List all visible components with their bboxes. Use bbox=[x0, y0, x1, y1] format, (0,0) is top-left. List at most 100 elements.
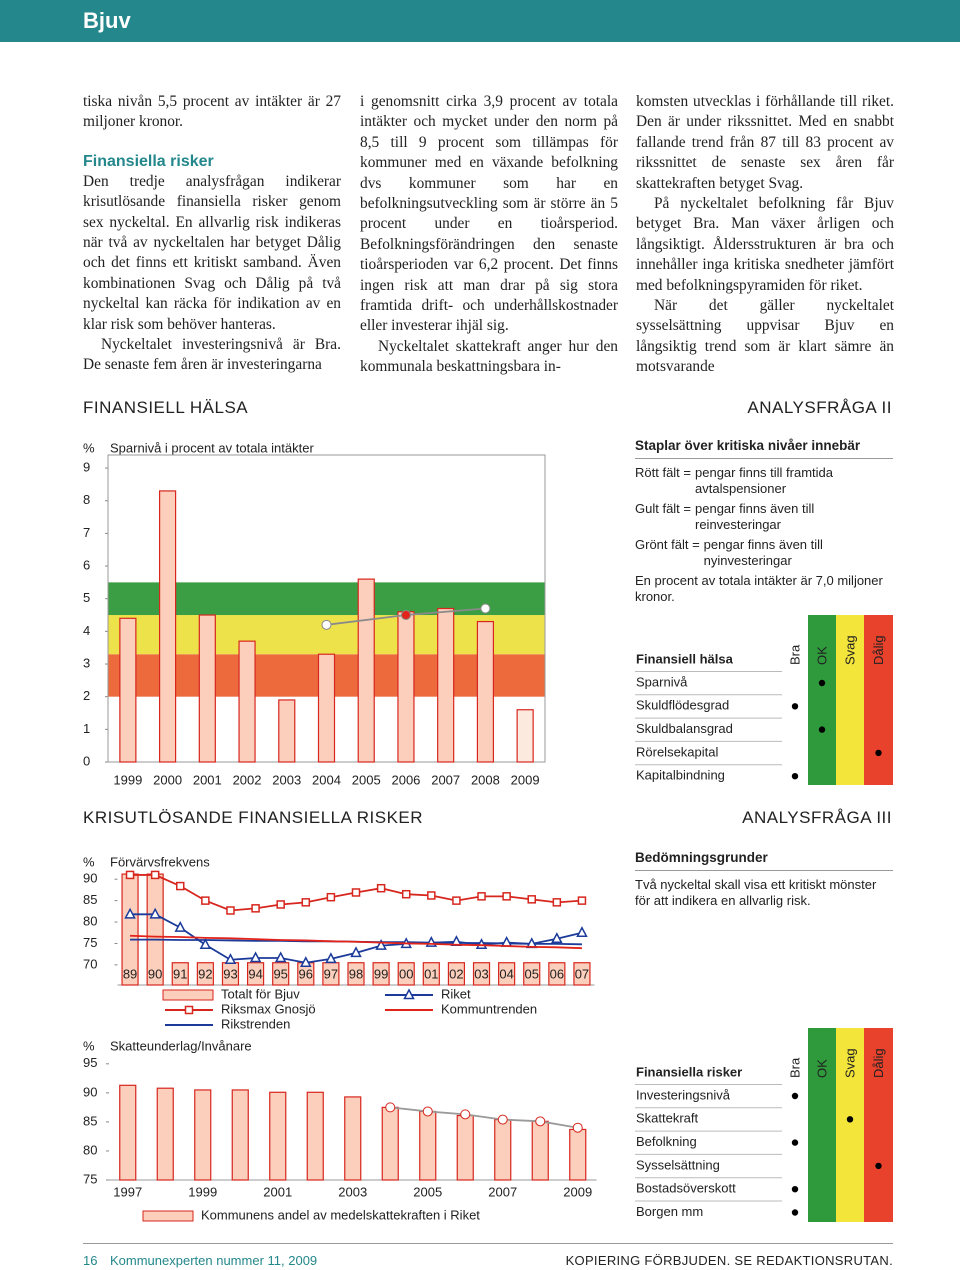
x-tick-label: 2009 bbox=[563, 1184, 592, 1199]
x-tick-label: 2009 bbox=[511, 772, 540, 787]
chart-title: Förvärvsfrekvens bbox=[110, 854, 210, 869]
marker bbox=[174, 921, 187, 932]
y-tick-label: 4 bbox=[83, 623, 90, 638]
rating-dot bbox=[791, 1092, 799, 1100]
bar bbox=[523, 962, 541, 986]
marker bbox=[300, 956, 312, 967]
bar bbox=[246, 962, 265, 986]
marker bbox=[224, 953, 237, 964]
grade-column bbox=[836, 615, 864, 785]
criteria-text: Två nyckeltal skall visa ett kritiskt mö… bbox=[635, 877, 877, 908]
x-tick-label: 2001 bbox=[263, 1184, 292, 1199]
bar bbox=[196, 962, 214, 986]
legend-term: Gult fält = bbox=[635, 501, 691, 516]
marker bbox=[321, 619, 332, 630]
table-title: Finansiell hälsa bbox=[636, 651, 734, 666]
marker bbox=[376, 883, 386, 893]
y-tick-label: 7 bbox=[83, 525, 90, 540]
rating-dot bbox=[818, 726, 826, 733]
marker bbox=[576, 926, 588, 937]
marker bbox=[149, 907, 161, 919]
legend-marker bbox=[403, 988, 415, 1000]
x-tick-label: 2003 bbox=[272, 772, 301, 787]
marker bbox=[577, 896, 587, 905]
marker bbox=[301, 898, 311, 907]
rating-dot bbox=[791, 1139, 799, 1146]
paragraph: komsten utvecklas i förhållande till rik… bbox=[636, 93, 894, 192]
bar bbox=[198, 614, 216, 763]
marker bbox=[125, 870, 135, 880]
legend-label: Riket bbox=[441, 986, 471, 1001]
x-tick-label: 1999 bbox=[188, 1184, 217, 1199]
bar bbox=[272, 962, 290, 986]
legend-text: pengar finns även till nyinvesteringar bbox=[703, 537, 823, 568]
row-label: Rörelsekapital bbox=[636, 744, 718, 759]
notice: KOPIERING FÖRBJUDEN. SE REDAKTIONSRUTAN. bbox=[565, 1253, 893, 1268]
criteria-title: Bedömningsgrunder bbox=[635, 850, 893, 871]
marker bbox=[460, 1109, 471, 1120]
grade-column bbox=[782, 1028, 808, 1222]
marker bbox=[422, 1106, 433, 1117]
x-tick-label: 92 bbox=[198, 966, 212, 981]
x-tick-label: 03 bbox=[474, 966, 488, 981]
row-label: Sparnivå bbox=[636, 674, 688, 689]
rating-dot bbox=[875, 749, 882, 757]
marker bbox=[551, 932, 563, 943]
line bbox=[130, 934, 582, 950]
marker bbox=[527, 895, 536, 904]
x-tick-label: 2007 bbox=[431, 772, 460, 787]
marker bbox=[226, 906, 235, 915]
legend-swatch bbox=[142, 1210, 194, 1222]
bar bbox=[498, 962, 516, 986]
bar bbox=[397, 611, 415, 763]
legend-box: Staplar över kritiska nivåer innebär Röt… bbox=[635, 438, 893, 605]
legend-label: Kommunens andel av medelskattekraften i … bbox=[201, 1207, 480, 1222]
grade-column bbox=[808, 1028, 836, 1222]
paragraph: i genomsnitt cirka 3,9 procent av totala… bbox=[360, 93, 618, 335]
chart-title: Skatteunderlag/Invånare bbox=[110, 1038, 252, 1053]
x-tick-label: 97 bbox=[324, 966, 338, 981]
paragraph: tiska nivån 5,5 procent av intäkter är 2… bbox=[83, 93, 341, 131]
grade-header: Dålig bbox=[871, 635, 886, 665]
grade-header: Svag bbox=[842, 1048, 857, 1078]
x-tick-label: 2003 bbox=[338, 1184, 367, 1199]
marker bbox=[535, 1116, 546, 1127]
text-column: i genomsnitt cirka 3,9 procent av totala… bbox=[360, 92, 618, 378]
row-label: Borgen mm bbox=[636, 1204, 703, 1219]
x-tick-label: 98 bbox=[349, 966, 363, 981]
row-label: Befolkning bbox=[636, 1134, 697, 1149]
y-axis-label: % bbox=[83, 440, 95, 455]
bar bbox=[344, 1096, 362, 1181]
bar bbox=[347, 962, 365, 986]
bar bbox=[372, 962, 390, 986]
legend-label: Rikstrenden bbox=[221, 1016, 290, 1031]
page-number: 16 bbox=[83, 1253, 98, 1268]
paragraph: När det gäller nyckeltalet sysselsättnin… bbox=[636, 297, 894, 376]
y-tick-label: 85 bbox=[83, 1113, 97, 1128]
bar bbox=[306, 1091, 324, 1181]
marker bbox=[199, 938, 212, 949]
rating-dot bbox=[846, 1116, 854, 1123]
bar bbox=[231, 1089, 249, 1181]
rating-dot bbox=[791, 703, 799, 710]
row-label: Bostadsöverskott bbox=[636, 1181, 736, 1196]
x-tick-label: 2002 bbox=[233, 772, 262, 787]
table-title: Finansiella risker bbox=[636, 1064, 742, 1079]
bar bbox=[437, 607, 455, 763]
x-tick-label: 89 bbox=[123, 966, 137, 981]
line bbox=[390, 1106, 578, 1129]
bar bbox=[156, 1087, 174, 1181]
bar bbox=[119, 1084, 137, 1181]
x-tick-label: 94 bbox=[248, 966, 262, 981]
legend-marker bbox=[184, 1005, 194, 1015]
legend-label: Kommuntrenden bbox=[441, 1001, 537, 1016]
bar bbox=[119, 617, 137, 763]
bar bbox=[158, 490, 177, 763]
x-tick-label: 02 bbox=[449, 966, 463, 981]
y-tick-label: 1 bbox=[83, 721, 90, 736]
section-label: ANALYSFRÅGA III bbox=[742, 808, 892, 827]
bar bbox=[381, 1106, 399, 1181]
marker bbox=[497, 1114, 508, 1125]
